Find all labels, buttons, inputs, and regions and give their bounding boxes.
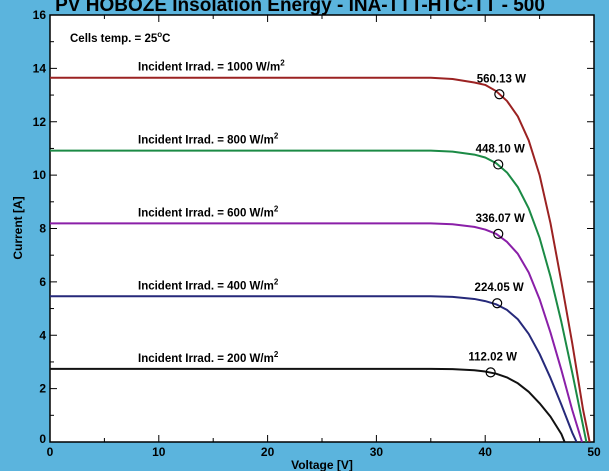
mpp-power-label-4: 112.02 W (468, 351, 517, 363)
x-tick-label: 40 (479, 445, 493, 459)
series-label-1: Incident Irrad. = 800 W/m2 (138, 132, 279, 147)
mpp-power-label-1: 448.10 W (476, 143, 525, 155)
x-tick-label: 30 (370, 445, 384, 459)
series-line-2 (50, 222, 583, 443)
y-tick-label: 2 (39, 382, 46, 396)
mpp-marker-3 (492, 298, 503, 309)
series-line-1 (50, 149, 588, 443)
cell-temperature-text: Cells temp. = 25 (70, 33, 158, 45)
x-tick-label: 0 (47, 445, 54, 459)
mpp-power-label-3: 224.05 W (475, 282, 524, 294)
series-label-3: Incident Irrad. = 400 W/m2 (138, 277, 279, 292)
y-axis-title: Current [A] (11, 196, 25, 259)
series-label-4: Incident Irrad. = 200 W/m2 (138, 350, 279, 365)
cell-temperature-annotation: Cells temp. = 25oC (70, 30, 170, 45)
series-line-4 (50, 367, 566, 443)
series-label-2: Incident Irrad. = 600 W/m2 (138, 204, 279, 219)
series-layer (50, 76, 591, 443)
mpp-marker-1 (493, 159, 504, 170)
y-tick-label: 6 (39, 275, 46, 289)
mpp-power-label-0: 560.13 W (477, 73, 526, 85)
mpp-marker-4 (485, 367, 496, 378)
y-tick-label: 0 (39, 432, 46, 446)
mpp-power-label-2: 336.07 W (476, 213, 525, 225)
x-axis-title: Voltage [V] (291, 458, 353, 471)
y-tick-label: 10 (33, 168, 47, 182)
title-layer: PV HOBOZE Insolation Energy - INA-TTT-HT… (55, 0, 545, 16)
y-tick-label: 14 (33, 61, 47, 75)
series-line-0 (50, 76, 591, 443)
chart-title: PV HOBOZE Insolation Energy - INA-TTT-HT… (55, 0, 545, 16)
annotation-layer: Cells temp. = 25oC Incident Irrad. = 100… (70, 30, 526, 378)
series-label-0: Incident Irrad. = 1000 W/m2 (138, 59, 285, 74)
x-tick-label: 20 (261, 445, 275, 459)
plot-area (49, 14, 595, 443)
mpp-marker-0 (494, 89, 505, 100)
x-tick-label: 50 (587, 445, 601, 459)
x-tick-label: 10 (152, 445, 166, 459)
series-line-3 (50, 295, 578, 443)
axes-layer: 0 10 20 30 40 50 0 2 4 6 8 10 12 14 16 (33, 8, 601, 459)
mpp-marker-2 (493, 228, 504, 239)
temp-unit: C (162, 33, 170, 45)
degree-sup: o (157, 30, 162, 39)
y-tick-label: 8 (39, 222, 46, 236)
y-tick-label: 4 (39, 328, 46, 342)
y-tick-label: 16 (33, 8, 47, 22)
y-tick-label: 12 (33, 115, 47, 129)
